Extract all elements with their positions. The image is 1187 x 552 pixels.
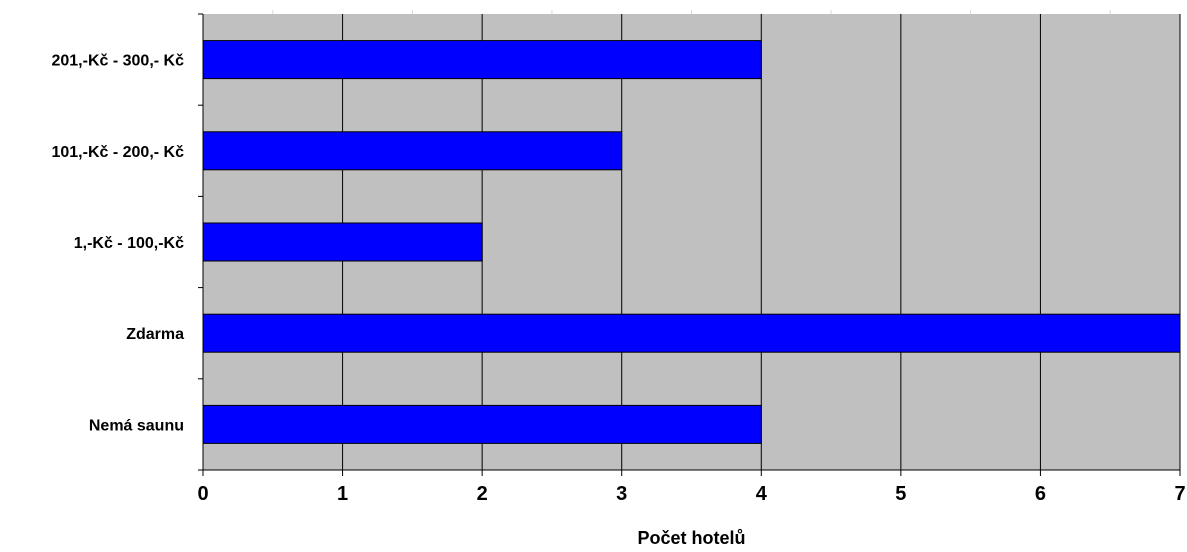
x-tick-label: 0 bbox=[197, 483, 208, 505]
bar bbox=[202, 131, 623, 171]
x-axis-title: Počet hotelů bbox=[637, 528, 745, 548]
x-tick-label: 1 bbox=[337, 483, 348, 505]
bars-group bbox=[202, 40, 1181, 444]
bar bbox=[202, 404, 762, 444]
y-tick-label: Nemá saunu bbox=[89, 417, 184, 434]
x-tick-label: 5 bbox=[895, 483, 906, 505]
x-tick-label: 3 bbox=[616, 483, 627, 505]
x-axis: 0 1 2 3 4 5 6 7 bbox=[197, 469, 1186, 505]
x-tick-label: 2 bbox=[477, 483, 488, 505]
x-tick-label: 6 bbox=[1035, 483, 1046, 505]
y-tick-label: Zdarma bbox=[126, 326, 184, 343]
y-tick-label: 201,-Kč - 300,- Kč bbox=[51, 53, 184, 70]
x-tick-label: 4 bbox=[756, 483, 768, 505]
bar bbox=[202, 222, 483, 262]
y-axis: 201,-Kč - 300,- Kč 101,-Kč - 200,- Kč 1,-K… bbox=[51, 13, 204, 471]
y-tick-label: 101,-Kč - 200,- Kč bbox=[51, 144, 184, 161]
bar bbox=[202, 40, 762, 80]
bar bbox=[202, 313, 1181, 353]
x-tick-label: 7 bbox=[1174, 483, 1185, 505]
y-tick-label: 1,-Kč - 100,-Kč bbox=[74, 235, 184, 252]
